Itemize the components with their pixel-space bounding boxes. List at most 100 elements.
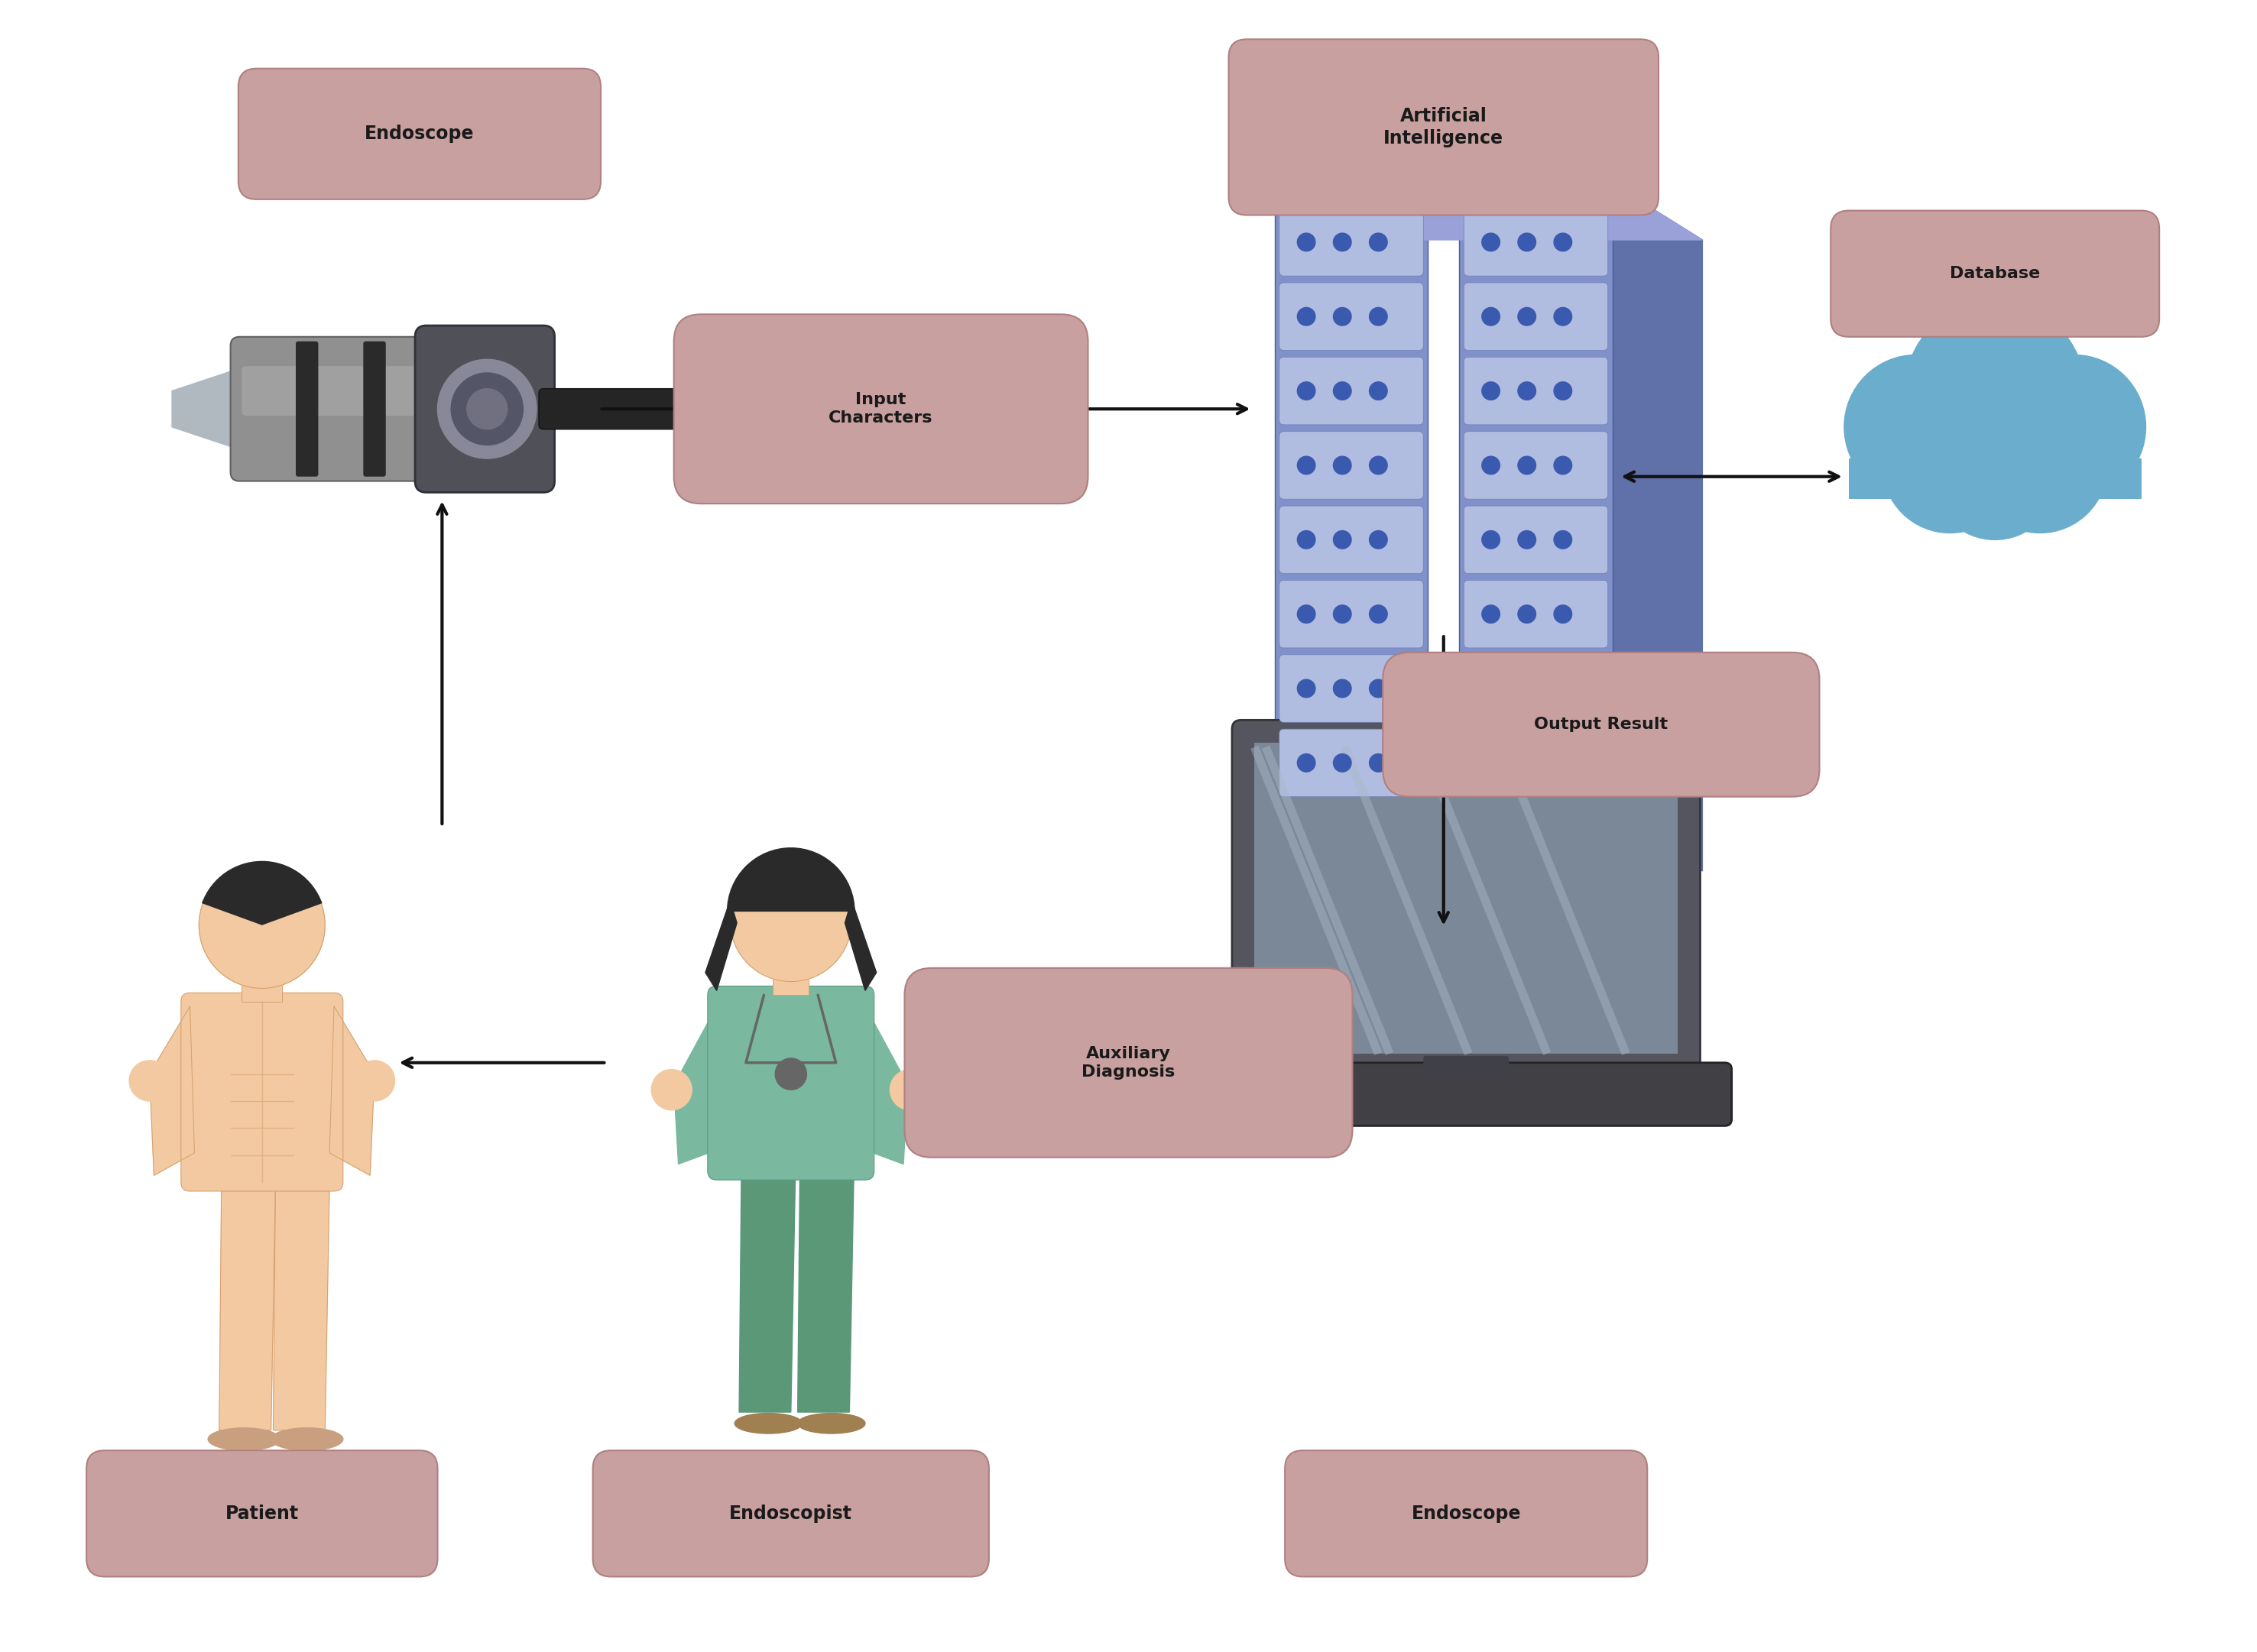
- Text: Output Result: Output Result: [1535, 717, 1668, 732]
- FancyBboxPatch shape: [1465, 729, 1607, 796]
- Text: Endoscopist: Endoscopist: [729, 1505, 853, 1523]
- Circle shape: [1932, 413, 2058, 540]
- Wedge shape: [201, 861, 323, 925]
- FancyBboxPatch shape: [181, 993, 343, 1191]
- Circle shape: [1298, 456, 1316, 474]
- Text: Artificial
Intelligence: Artificial Intelligence: [1384, 107, 1503, 147]
- FancyBboxPatch shape: [1465, 208, 1607, 276]
- Circle shape: [1334, 753, 1352, 771]
- Text: Input
Characters: Input Characters: [828, 392, 932, 426]
- FancyBboxPatch shape: [241, 367, 429, 416]
- Circle shape: [1553, 382, 1571, 400]
- FancyBboxPatch shape: [1284, 1450, 1648, 1576]
- Circle shape: [1483, 605, 1501, 623]
- FancyBboxPatch shape: [1424, 1056, 1510, 1075]
- Polygon shape: [738, 1171, 794, 1412]
- Circle shape: [1483, 307, 1501, 325]
- Polygon shape: [797, 1171, 853, 1412]
- Circle shape: [889, 1069, 930, 1110]
- Polygon shape: [675, 1006, 722, 1165]
- FancyBboxPatch shape: [415, 325, 555, 492]
- Circle shape: [1519, 307, 1535, 325]
- Circle shape: [1334, 679, 1352, 697]
- Circle shape: [1370, 233, 1388, 251]
- Circle shape: [1334, 605, 1352, 623]
- FancyBboxPatch shape: [1280, 357, 1424, 425]
- Circle shape: [1298, 233, 1316, 251]
- Circle shape: [1553, 307, 1571, 325]
- FancyBboxPatch shape: [1280, 431, 1424, 499]
- Circle shape: [1519, 605, 1535, 623]
- Circle shape: [1370, 605, 1388, 623]
- FancyBboxPatch shape: [1384, 653, 1819, 796]
- Circle shape: [1483, 530, 1501, 548]
- Circle shape: [1334, 530, 1352, 548]
- FancyBboxPatch shape: [1275, 183, 1429, 814]
- Polygon shape: [860, 1006, 907, 1165]
- Circle shape: [1298, 307, 1316, 325]
- Circle shape: [1553, 753, 1571, 771]
- Circle shape: [1519, 382, 1535, 400]
- Circle shape: [1483, 382, 1501, 400]
- Circle shape: [1553, 233, 1571, 251]
- FancyBboxPatch shape: [709, 986, 873, 1180]
- Circle shape: [1844, 355, 1988, 499]
- Ellipse shape: [208, 1427, 280, 1450]
- Polygon shape: [1275, 183, 1702, 240]
- Circle shape: [1882, 398, 2018, 534]
- Polygon shape: [844, 900, 876, 991]
- Circle shape: [1905, 301, 2085, 481]
- Circle shape: [1370, 456, 1388, 474]
- Circle shape: [199, 862, 325, 988]
- FancyBboxPatch shape: [1201, 1062, 1731, 1125]
- Text: Endoscope: Endoscope: [366, 126, 474, 144]
- Ellipse shape: [271, 1427, 343, 1450]
- FancyBboxPatch shape: [905, 968, 1352, 1158]
- Circle shape: [1483, 456, 1501, 474]
- Circle shape: [1298, 679, 1316, 697]
- Circle shape: [1519, 530, 1535, 548]
- Circle shape: [1334, 233, 1352, 251]
- FancyBboxPatch shape: [239, 69, 600, 200]
- Text: Endoscope: Endoscope: [1411, 1505, 1521, 1523]
- FancyBboxPatch shape: [1848, 459, 2142, 499]
- FancyBboxPatch shape: [1228, 40, 1659, 215]
- Circle shape: [729, 859, 851, 981]
- Circle shape: [1483, 679, 1501, 697]
- Circle shape: [1553, 679, 1571, 697]
- Circle shape: [2002, 355, 2146, 499]
- FancyBboxPatch shape: [1280, 654, 1424, 722]
- FancyBboxPatch shape: [1280, 580, 1424, 648]
- Polygon shape: [219, 1183, 275, 1431]
- Circle shape: [1519, 753, 1535, 771]
- FancyBboxPatch shape: [1280, 506, 1424, 573]
- Polygon shape: [1611, 183, 1702, 871]
- Polygon shape: [706, 900, 736, 991]
- Text: Database: Database: [1950, 266, 2040, 281]
- Circle shape: [1519, 679, 1535, 697]
- Circle shape: [1370, 753, 1388, 771]
- Circle shape: [1370, 679, 1388, 697]
- Circle shape: [652, 1069, 693, 1110]
- Polygon shape: [330, 1006, 375, 1176]
- FancyBboxPatch shape: [1280, 729, 1424, 796]
- Ellipse shape: [734, 1412, 801, 1434]
- Circle shape: [1553, 605, 1571, 623]
- Circle shape: [1334, 307, 1352, 325]
- Ellipse shape: [797, 1412, 864, 1434]
- Circle shape: [774, 1059, 806, 1090]
- Circle shape: [1370, 307, 1388, 325]
- Circle shape: [1519, 456, 1535, 474]
- Circle shape: [467, 388, 508, 430]
- FancyBboxPatch shape: [594, 1450, 989, 1576]
- FancyBboxPatch shape: [1830, 210, 2160, 337]
- FancyBboxPatch shape: [675, 314, 1088, 504]
- FancyBboxPatch shape: [1465, 580, 1607, 648]
- Text: Patient: Patient: [226, 1505, 298, 1523]
- Circle shape: [1334, 382, 1352, 400]
- Circle shape: [1370, 382, 1388, 400]
- Circle shape: [1553, 456, 1571, 474]
- FancyBboxPatch shape: [1232, 720, 1700, 1075]
- Circle shape: [1334, 456, 1352, 474]
- FancyBboxPatch shape: [772, 950, 808, 995]
